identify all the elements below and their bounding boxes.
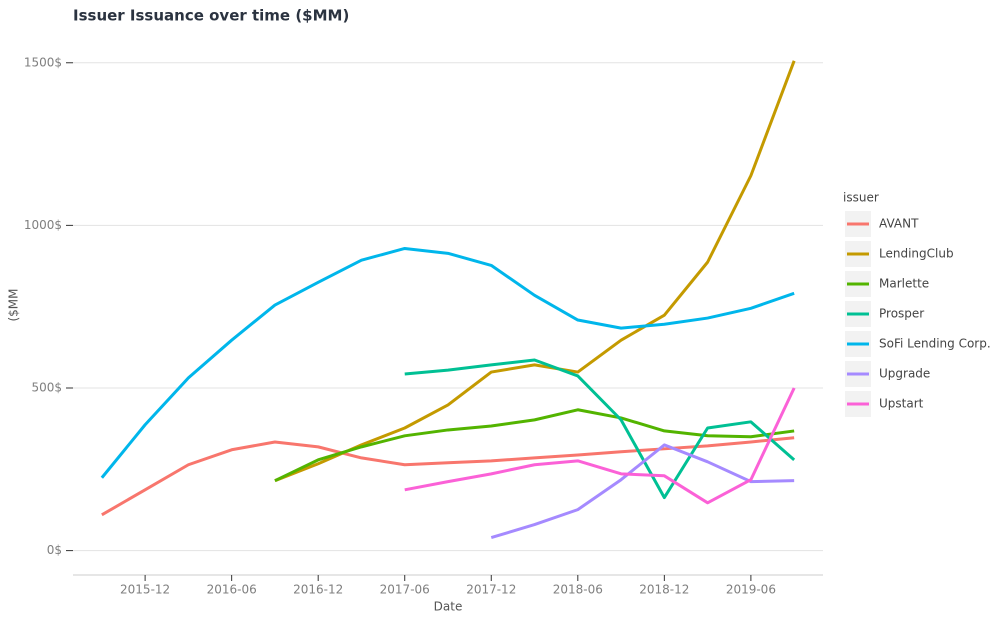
chart-title: Issuer Issuance over time ($MM) [73,7,349,25]
y-tick-label: 500$ [31,380,62,394]
y-tick-label: 1500$ [24,55,62,69]
series-line [274,408,795,483]
x-tick-label: 2018-06 [553,583,603,597]
series-line [101,436,795,517]
legend-label: Upstart [879,397,924,411]
series-line [490,443,795,540]
y-tick-label: 0$ [47,543,62,557]
x-tick-label: 2017-06 [380,583,430,597]
x-tick-label: 2018-12 [639,583,689,597]
legend-label: SoFi Lending Corp. [879,337,991,351]
series-line [404,387,796,505]
series-line [274,60,796,483]
y-tick-label: 1000$ [24,218,62,232]
legend-title: issuer [843,191,879,205]
x-tick-label: 2017-12 [466,583,516,597]
legend-label: LendingClub [879,247,954,261]
legend-label: Prosper [879,307,924,321]
y-axis-label: ($MM [7,288,21,321]
x-axis-label: Date [434,600,463,614]
x-tick-label: 2015-12 [120,583,170,597]
legend-label: AVANT [879,217,919,231]
legend-label: Marlette [879,277,929,291]
legend-label: Upgrade [879,367,930,381]
x-tick-label: 2019-06 [726,583,776,597]
series-line [100,246,795,479]
x-tick-label: 2016-12 [293,583,343,597]
x-tick-label: 2016-06 [207,583,257,597]
series-line [404,358,796,500]
